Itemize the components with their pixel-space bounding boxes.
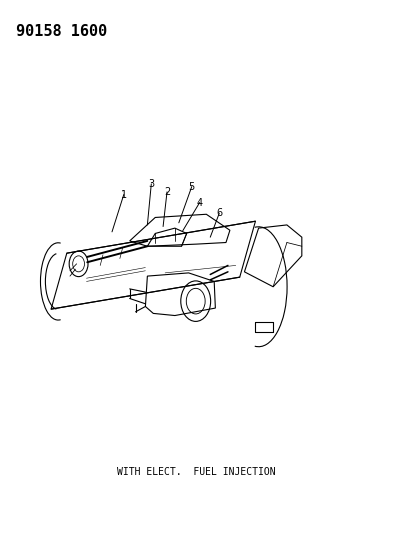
Text: 1: 1 bbox=[121, 190, 127, 199]
Text: 6: 6 bbox=[216, 208, 222, 218]
Text: 2: 2 bbox=[164, 187, 170, 197]
Text: 3: 3 bbox=[148, 179, 154, 189]
Text: 5: 5 bbox=[189, 182, 195, 191]
Text: 90158 1600: 90158 1600 bbox=[16, 24, 107, 39]
Text: WITH ELECT.  FUEL INJECTION: WITH ELECT. FUEL INJECTION bbox=[117, 467, 276, 477]
Text: 4: 4 bbox=[196, 198, 203, 207]
